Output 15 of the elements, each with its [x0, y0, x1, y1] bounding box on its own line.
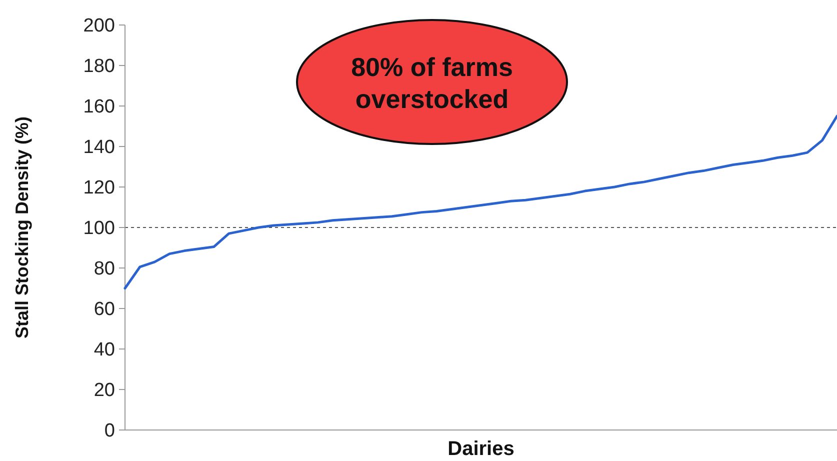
y-tick-label: 140	[83, 137, 115, 158]
y-tick-label: 180	[83, 56, 115, 78]
y-tick-label: 200	[83, 16, 115, 37]
annotation: 80% of farms overstocked	[351, 52, 513, 114]
y-tick-label: 0	[104, 420, 115, 442]
y-tick-label: 40	[94, 340, 115, 361]
y-axis-title: Stall Stocking Density (%)	[12, 116, 32, 339]
y-tick-label: 80	[94, 258, 115, 280]
y-tick-label: 60	[94, 299, 115, 320]
y-tick-label: 160	[83, 96, 115, 118]
y-tick-label: 120	[83, 178, 115, 199]
x-axis-title: Dairies	[448, 438, 514, 460]
y-tick-label: 20	[94, 380, 115, 402]
y-tick-label: 100	[83, 218, 115, 240]
line-series	[124, 114, 837, 290]
